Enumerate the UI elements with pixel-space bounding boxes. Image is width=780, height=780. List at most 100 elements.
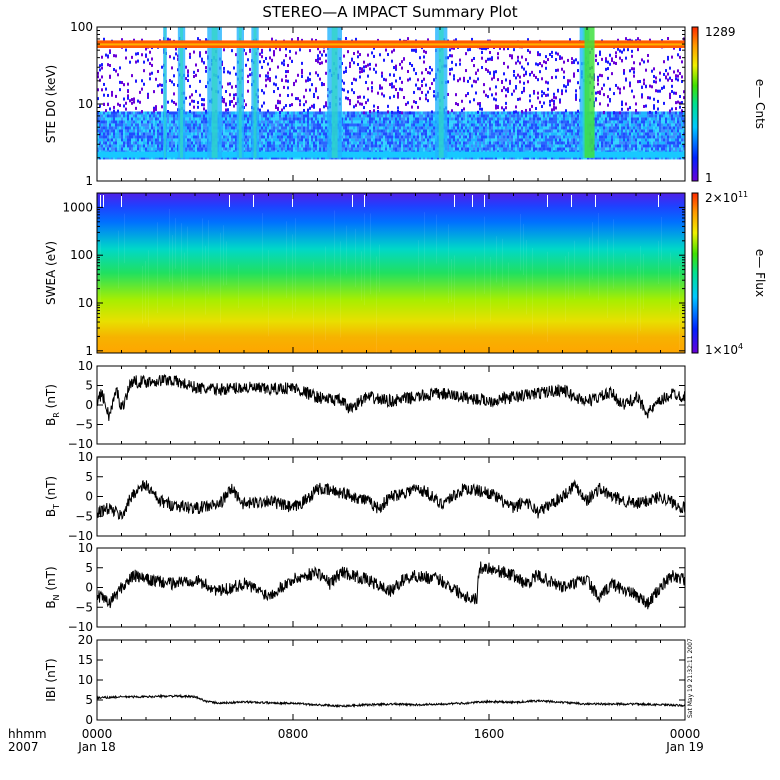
ste-pixel: [135, 123, 137, 127]
ste-pixel: [475, 135, 477, 139]
ste-pixel: [469, 156, 471, 160]
ste-pixel: [373, 135, 375, 139]
ste-pixel: [521, 117, 523, 121]
ste-pixel: [459, 120, 461, 124]
ste-speckle: [301, 68, 303, 72]
ste-pixel: [197, 132, 199, 136]
ste-pixel: [421, 147, 423, 151]
ste-pixel: [269, 132, 271, 136]
ste-pixel: [103, 144, 105, 148]
ste-speckle: [347, 50, 349, 54]
ste-pixel: [429, 144, 431, 148]
ste-speckle: [171, 80, 173, 84]
ste-pixel: [361, 156, 363, 160]
ste-pixel: [107, 114, 109, 118]
ste-speckle: [151, 57, 153, 61]
ste-pixel: [491, 138, 493, 142]
ste-pixel: [349, 120, 351, 124]
ste-pixel: [323, 129, 325, 133]
ste-speckle: [541, 90, 543, 94]
ste-speckle: [423, 49, 425, 53]
ste-pixel: [99, 126, 101, 130]
ste-speckle: [261, 89, 263, 93]
ste-pixel: [315, 123, 317, 127]
ste-speckle: [169, 79, 171, 83]
ste-pixel: [197, 147, 199, 151]
ste-pixel: [545, 156, 547, 160]
ste-speckle: [425, 97, 427, 101]
ste-pixel: [489, 126, 491, 130]
ste-pixel: [123, 117, 125, 121]
ste-pixel: [365, 126, 367, 130]
ste-pixel: [273, 126, 275, 130]
ste-speckle: [375, 70, 377, 74]
ste-pixel: [233, 141, 235, 145]
ste-pixel: [171, 138, 173, 142]
ste-pixel: [369, 135, 371, 139]
ste-pixel: [549, 138, 551, 142]
ste-pixel: [561, 126, 563, 130]
ste-pixel: [197, 135, 199, 139]
ste-speckle: [503, 72, 505, 76]
ste-pixel: [391, 120, 393, 124]
ste-speckle: [547, 87, 549, 91]
ste-pixel: [119, 123, 121, 127]
ste-pixel: [449, 129, 451, 133]
ste-pixel: [287, 117, 289, 121]
ste-speckle: [551, 108, 553, 112]
ste-pixel: [475, 111, 477, 115]
ste-pixel: [437, 156, 439, 160]
ste-pixel: [97, 129, 99, 133]
ste-speckle: [553, 99, 555, 103]
ste-pixel: [415, 120, 417, 124]
ste-speckle: [391, 50, 393, 54]
ste-speckle: [537, 78, 539, 82]
ste-pixel: [259, 135, 261, 139]
ste-pixel: [323, 147, 325, 151]
ste-pixel: [153, 126, 155, 130]
ste-speckle: [271, 59, 273, 63]
ste-pixel: [495, 114, 497, 118]
ste-pixel: [379, 123, 381, 127]
ste-pixel: [291, 156, 293, 160]
ste-pixel: [471, 123, 473, 127]
ste-speckle: [199, 52, 201, 56]
ste-pixel: [557, 156, 559, 160]
ste-pixel: [469, 141, 471, 145]
ste-pixel: [151, 141, 153, 145]
ste-pixel: [485, 117, 487, 121]
ste-pixel: [201, 156, 203, 160]
ste-pixel: [159, 111, 161, 115]
ste-pixel: [145, 156, 147, 160]
ste-pixel: [265, 117, 267, 121]
ste-pixel: [357, 126, 359, 130]
ste-pixel: [315, 135, 317, 139]
ste-speckle: [279, 100, 281, 104]
ste-pixel: [195, 138, 197, 142]
ste-pixel: [325, 138, 327, 142]
ste-pixel: [525, 117, 527, 121]
ste-spectrogram: [97, 27, 685, 181]
ste-pixel: [225, 144, 227, 148]
ste-pixel: [477, 138, 479, 142]
ste-pixel: [261, 117, 263, 121]
ste-speckle: [469, 48, 471, 52]
ste-pixel: [523, 111, 525, 115]
ste-pixel: [99, 141, 101, 145]
ste-pixel: [159, 138, 161, 142]
ste-speckle: [461, 109, 463, 113]
ste-pixel: [455, 135, 457, 139]
ste-pixel: [225, 120, 227, 124]
ste-speckle: [387, 110, 389, 114]
ste-pixel: [271, 141, 273, 145]
ste-speckle: [515, 61, 517, 65]
ste-pixel: [195, 114, 197, 118]
ste-pixel: [377, 114, 379, 118]
ste-pixel: [529, 132, 531, 136]
ste-pixel: [367, 123, 369, 127]
ste-pixel: [161, 129, 163, 133]
ste-pixel: [577, 111, 579, 115]
ste-pixel: [431, 141, 433, 145]
ste-speckle: [507, 87, 509, 91]
ste-pixel: [231, 132, 233, 136]
